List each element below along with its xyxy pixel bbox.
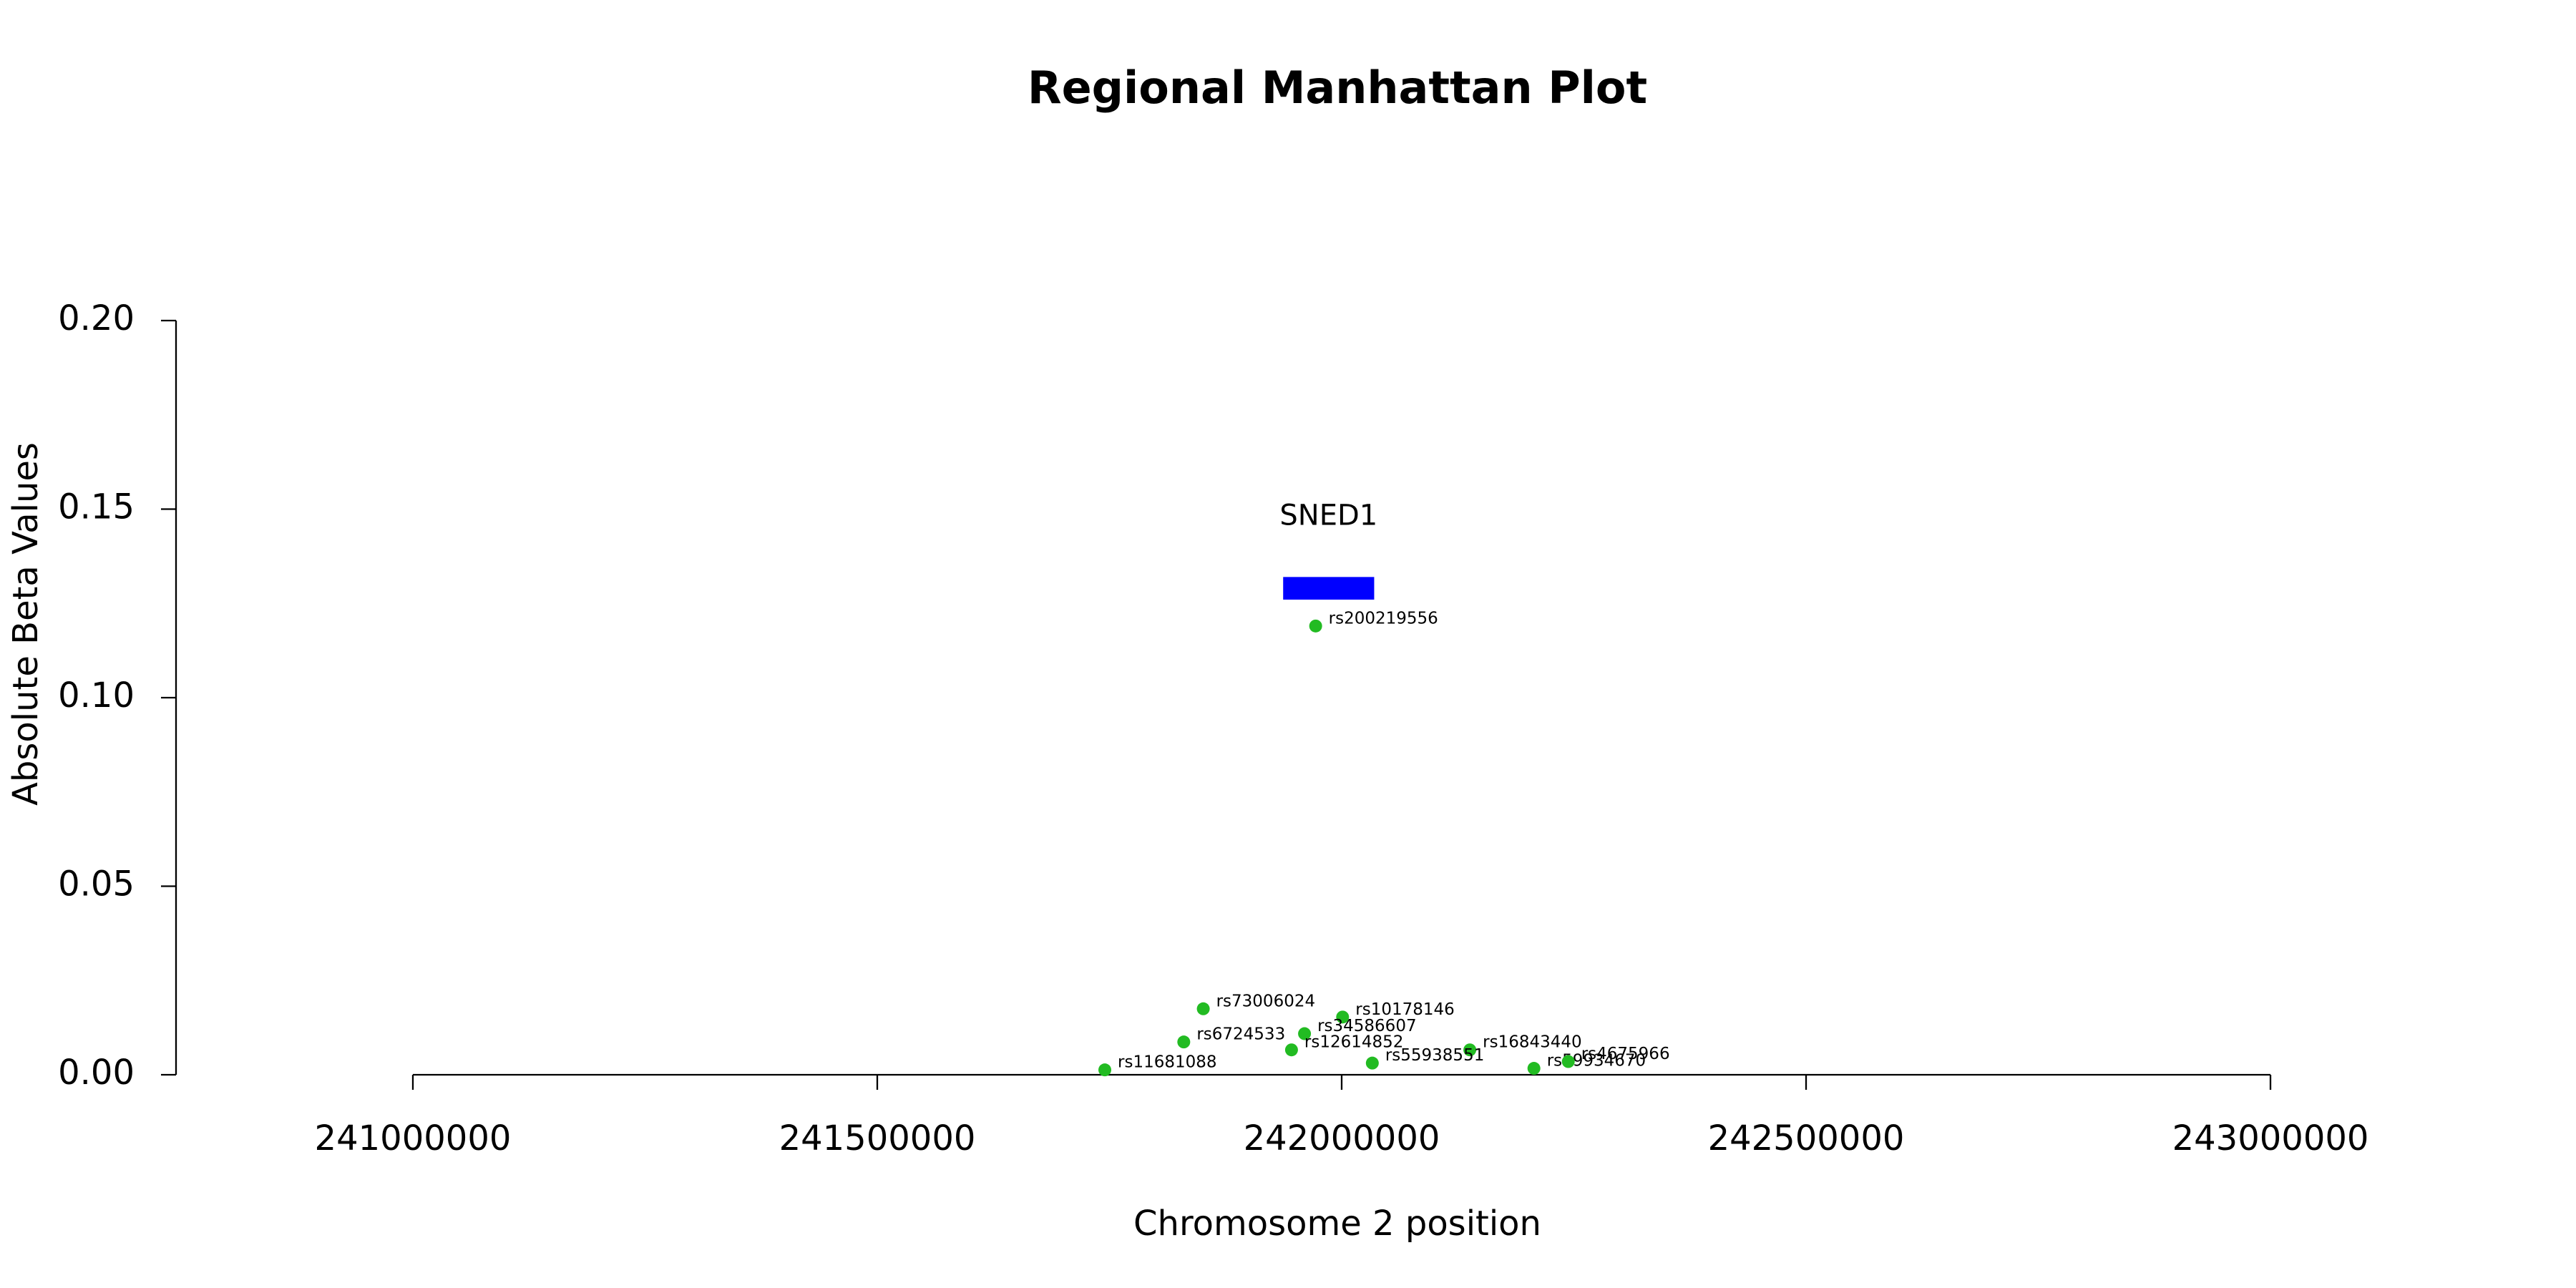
gene — [1283, 577, 1375, 600]
snp-point — [1298, 1027, 1312, 1040]
snp-point — [1177, 1035, 1191, 1049]
snp-label: rs10178146 — [1355, 1000, 1455, 1019]
y-tick-label: 0.15 — [58, 487, 135, 527]
snp-point — [1365, 1056, 1379, 1070]
snp-label: rs34586607 — [1317, 1017, 1417, 1035]
gene-label: SNED1 — [1279, 499, 1377, 532]
x-tick-label: 242500000 — [1708, 1118, 1905, 1158]
x-tick-label: 241000000 — [315, 1118, 512, 1158]
y-tick-label: 0.05 — [58, 864, 135, 904]
x-tick-label: 241500000 — [779, 1118, 976, 1158]
x-tick-label: 243000000 — [2172, 1118, 2369, 1158]
snp-label: rs16843440 — [1483, 1033, 1582, 1052]
snp-point — [1463, 1043, 1477, 1057]
snp-point — [1527, 1062, 1541, 1075]
snp-label: rs55938551 — [1385, 1046, 1485, 1065]
y-tick-label: 0.20 — [58, 298, 135, 338]
snp-point — [1284, 1043, 1298, 1057]
y-tick-label: 0.10 — [58, 675, 135, 716]
snp-point — [1098, 1063, 1112, 1077]
snp-point — [1196, 1002, 1210, 1015]
snp-point — [1561, 1055, 1575, 1068]
y-tick-label: 0.00 — [58, 1053, 135, 1093]
snp-label: rs73006024 — [1216, 992, 1316, 1010]
y-axis-label: Absolute Beta Values — [6, 442, 46, 806]
x-axis-label: Chromosome 2 position — [1133, 1204, 1541, 1244]
snp-point — [1309, 619, 1322, 633]
snp-label: rs6724533 — [1196, 1025, 1285, 1044]
snp-label: rs11681088 — [1118, 1053, 1217, 1072]
snp-point — [1336, 1010, 1350, 1024]
snp-label: rs12614852 — [1304, 1033, 1404, 1052]
x-tick-label: 242000000 — [1244, 1118, 1440, 1158]
chart-title: Regional Manhattan Plot — [1028, 62, 1647, 114]
snp-label: rs4675966 — [1581, 1045, 1670, 1063]
snp-label: rs200219556 — [1329, 609, 1438, 628]
